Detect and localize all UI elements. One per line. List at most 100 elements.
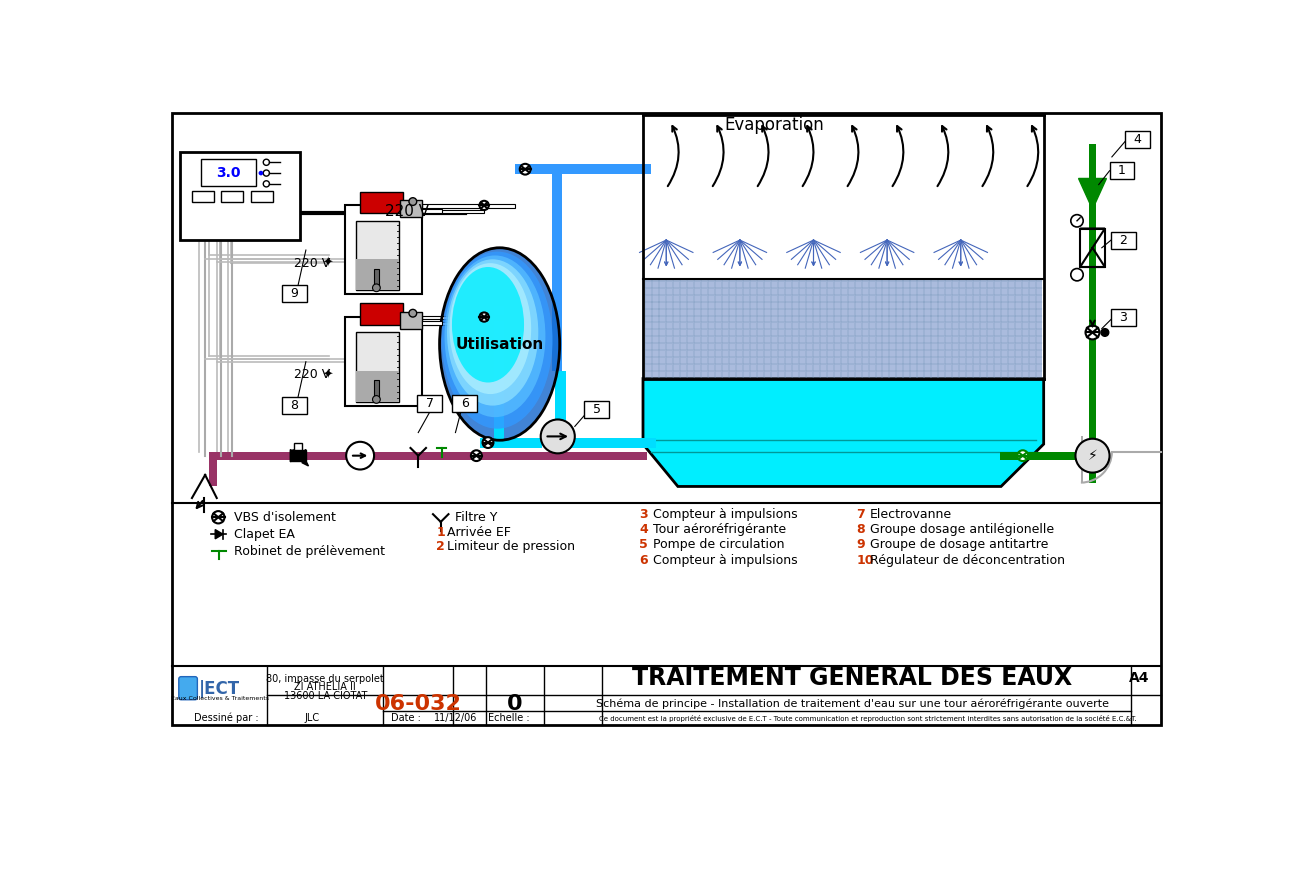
Bar bbox=[1112, 309, 1136, 325]
Text: 2: 2 bbox=[436, 540, 445, 553]
Bar bbox=[374, 380, 378, 400]
Text: 06-032: 06-032 bbox=[374, 694, 462, 713]
Bar bbox=[422, 321, 442, 324]
Text: JLC: JLC bbox=[304, 713, 320, 723]
Ellipse shape bbox=[439, 248, 560, 440]
Bar bbox=[282, 286, 307, 302]
Bar bbox=[452, 395, 477, 412]
Text: VBS d'isolement: VBS d'isolement bbox=[234, 511, 335, 523]
Circle shape bbox=[1071, 269, 1083, 281]
Bar bbox=[209, 460, 217, 486]
Circle shape bbox=[1071, 215, 1083, 227]
Text: Eaux Collectives & Traitements: Eaux Collectives & Traitements bbox=[170, 697, 269, 702]
Text: Groupe de dosage antitartre: Groupe de dosage antitartre bbox=[870, 538, 1048, 552]
Circle shape bbox=[410, 309, 417, 317]
Bar bbox=[1089, 144, 1096, 483]
Text: Arrivée EF: Arrivée EF bbox=[447, 526, 511, 539]
Text: 10: 10 bbox=[857, 554, 874, 567]
Bar bbox=[1112, 232, 1136, 248]
Bar bbox=[645, 278, 1043, 378]
Text: 7: 7 bbox=[426, 397, 434, 410]
Bar bbox=[494, 306, 504, 448]
Bar bbox=[515, 164, 562, 174]
Ellipse shape bbox=[450, 263, 532, 394]
Polygon shape bbox=[644, 378, 1044, 486]
Text: 220 V: 220 V bbox=[294, 256, 330, 270]
Bar bbox=[422, 204, 515, 208]
Polygon shape bbox=[290, 449, 298, 461]
Circle shape bbox=[471, 450, 482, 461]
Bar bbox=[1000, 452, 1092, 460]
Text: 5: 5 bbox=[640, 538, 647, 552]
Bar bbox=[282, 397, 307, 414]
Bar bbox=[645, 200, 1043, 278]
Text: Date :: Date : bbox=[391, 713, 421, 723]
Circle shape bbox=[263, 159, 269, 165]
Text: 7: 7 bbox=[857, 507, 864, 521]
Text: Compteur à impulsions: Compteur à impulsions bbox=[653, 507, 798, 521]
Ellipse shape bbox=[452, 267, 524, 383]
Bar bbox=[551, 164, 651, 174]
Text: 2: 2 bbox=[1119, 233, 1127, 247]
Bar bbox=[1080, 228, 1105, 267]
Text: ⚡: ⚡ bbox=[1088, 449, 1097, 462]
Bar bbox=[422, 322, 484, 324]
Text: 9: 9 bbox=[290, 287, 298, 301]
Text: Electrovanne: Electrovanne bbox=[870, 507, 952, 521]
Ellipse shape bbox=[445, 255, 546, 417]
Bar bbox=[294, 444, 302, 449]
Text: 0: 0 bbox=[507, 694, 523, 713]
Text: Echelle :: Echelle : bbox=[488, 713, 529, 723]
Circle shape bbox=[520, 164, 530, 175]
Bar bbox=[551, 164, 562, 371]
Bar bbox=[400, 200, 422, 217]
Circle shape bbox=[480, 312, 489, 322]
Bar bbox=[356, 332, 399, 401]
Text: 220 V: 220 V bbox=[385, 204, 429, 219]
Polygon shape bbox=[216, 530, 224, 539]
Bar bbox=[192, 191, 213, 202]
Text: Compteur à impulsions: Compteur à impulsions bbox=[653, 554, 798, 567]
Text: ZI ATHELIA II: ZI ATHELIA II bbox=[294, 682, 356, 692]
Text: 3: 3 bbox=[640, 507, 647, 521]
Bar bbox=[422, 210, 484, 213]
Circle shape bbox=[373, 284, 381, 292]
Polygon shape bbox=[1079, 179, 1106, 210]
Bar bbox=[344, 205, 422, 294]
Text: Ce document est la propriété exclusive de E.C.T - Toute communication et reprodu: Ce document est la propriété exclusive d… bbox=[599, 715, 1136, 721]
Bar bbox=[555, 438, 656, 448]
Bar bbox=[645, 115, 1043, 200]
FancyArrow shape bbox=[290, 450, 305, 461]
Text: 1: 1 bbox=[436, 526, 445, 539]
Bar bbox=[356, 221, 399, 290]
Bar bbox=[179, 151, 300, 240]
Text: TRAITEMENT GENERAL DES EAUX: TRAITEMENT GENERAL DES EAUX bbox=[632, 667, 1072, 690]
FancyArrow shape bbox=[292, 450, 308, 466]
Text: 9: 9 bbox=[857, 538, 864, 552]
Text: 11/12/06: 11/12/06 bbox=[434, 713, 477, 723]
Bar bbox=[422, 316, 515, 319]
Text: 4: 4 bbox=[1134, 133, 1141, 147]
Text: 6: 6 bbox=[460, 397, 469, 410]
Text: 5: 5 bbox=[593, 403, 601, 416]
FancyBboxPatch shape bbox=[179, 676, 198, 700]
Circle shape bbox=[480, 201, 489, 210]
Bar bbox=[480, 438, 542, 448]
Circle shape bbox=[541, 420, 575, 453]
Ellipse shape bbox=[447, 259, 538, 406]
Text: 80, impasse du serpolet: 80, impasse du serpolet bbox=[266, 674, 384, 684]
Text: Utilisation: Utilisation bbox=[455, 337, 543, 352]
Text: |ECT: |ECT bbox=[199, 680, 240, 698]
Bar bbox=[202, 159, 256, 187]
Circle shape bbox=[263, 180, 269, 187]
Text: ✦: ✦ bbox=[322, 369, 333, 381]
Circle shape bbox=[410, 198, 417, 205]
Text: 220 V: 220 V bbox=[294, 369, 330, 381]
Bar bbox=[356, 371, 399, 401]
Text: Dessiné par :: Dessiné par : bbox=[194, 713, 259, 723]
Text: Régulateur de déconcentration: Régulateur de déconcentration bbox=[870, 554, 1065, 567]
Text: A4: A4 bbox=[1128, 671, 1149, 685]
Text: 6: 6 bbox=[640, 554, 647, 567]
Bar bbox=[400, 312, 422, 329]
Text: Schéma de principe - Installation de traitement d'eau sur une tour aéroréfrigéra: Schéma de principe - Installation de tra… bbox=[595, 698, 1109, 709]
